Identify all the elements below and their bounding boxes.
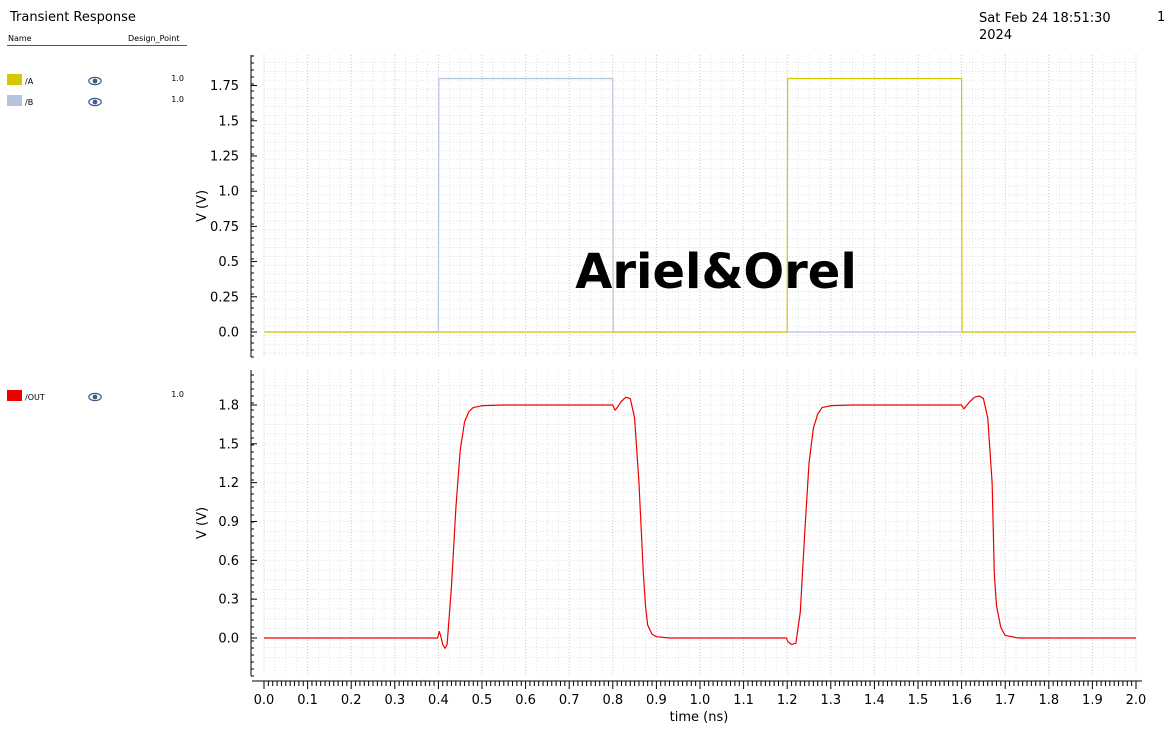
legend-item-b[interactable]: /B 1.0 — [7, 95, 187, 109]
timestamp-line-1: Sat Feb 24 18:51:30 — [979, 11, 1111, 26]
y-tick-label: 0.6 — [218, 554, 239, 569]
legend-header-name: Name — [8, 34, 32, 43]
bottom-subplot[interactable]: 0.0 0.3 0.6 0.9 1.2 1.5 1.8 V (V) — [195, 370, 1137, 677]
timestamp-line-2: 2024 — [979, 28, 1013, 43]
eye-icon[interactable] — [88, 97, 102, 107]
y-tick-label: 0.3 — [218, 593, 239, 608]
series-line-out — [264, 395, 1136, 649]
x-tick-label: 0.3 — [384, 693, 405, 708]
legend-label-a: /A — [25, 77, 34, 86]
y-axis-label: V (V) — [195, 190, 210, 222]
legend-label-out: /OUT — [25, 393, 45, 402]
page-number: 1 — [1157, 10, 1166, 25]
eye-icon[interactable] — [88, 76, 102, 86]
x-tick-label: 1.0 — [690, 693, 711, 708]
x-tick-label: 1.6 — [951, 693, 972, 708]
series-line-a — [264, 77, 1136, 333]
y-tick-label: 1.5 — [218, 114, 239, 129]
x-tick-label: 1.9 — [1082, 693, 1103, 708]
legend-swatch-b — [7, 95, 22, 106]
y-tick-label: 0.0 — [218, 326, 239, 341]
x-tick-label: 0.7 — [559, 693, 580, 708]
y-tick-label: 0.25 — [210, 290, 239, 305]
x-tick-label: 1.7 — [995, 693, 1016, 708]
x-tick-label: 0.0 — [254, 693, 275, 708]
legend-swatch-a — [7, 74, 22, 85]
x-axis: 0.0 0.1 0.2 0.3 0.4 0.5 0.6 0.7 0.8 0.9 1.0 1.1 1.2 1… — [252, 680, 1147, 708]
timestamp: Sat Feb 24 18:51:30 2024 — [979, 10, 1119, 44]
legend-item-a[interactable]: /A 1.0 — [7, 74, 187, 88]
x-tick-label: 0.4 — [428, 693, 449, 708]
x-tick-label: 0.9 — [646, 693, 667, 708]
legend-design-point-a: 1.0 — [171, 74, 184, 83]
x-tick-label: 0.8 — [602, 693, 623, 708]
x-tick-label: 1.2 — [777, 693, 798, 708]
y-tick-label: 1.5 — [218, 437, 239, 452]
x-tick-label: 0.5 — [472, 693, 493, 708]
y-tick-label: 1.75 — [210, 79, 239, 94]
x-tick-label: 2.0 — [1126, 693, 1147, 708]
top-subplot[interactable]: 0.0 0.25 0.5 0.75 1.0 1.25 1.5 1.75 V (V) — [195, 55, 1137, 358]
y-tick-label: 1.25 — [210, 149, 239, 164]
legend-item-out[interactable]: /OUT 1.0 — [7, 390, 187, 404]
x-tick-label: 0.2 — [341, 693, 362, 708]
legend-header-design-point: Design_Point — [128, 34, 180, 43]
y-axis-label: V (V) — [195, 507, 210, 539]
y-tick-label: 0.5 — [218, 255, 239, 270]
y-tick-label: 1.0 — [218, 185, 239, 200]
legend-label-b: /B — [25, 98, 34, 107]
x-axis-label: time (ns) — [670, 710, 729, 725]
x-tick-label: 0.1 — [297, 693, 318, 708]
y-tick-label: 0.75 — [210, 220, 239, 235]
y-tick-label: 0.9 — [218, 515, 239, 530]
x-tick-label: 1.3 — [820, 693, 841, 708]
eye-icon[interactable] — [88, 392, 102, 402]
x-tick-label: 1.4 — [864, 693, 885, 708]
y-tick-label: 0.0 — [218, 632, 239, 647]
legend-header-divider — [7, 45, 187, 46]
legend-swatch-out — [7, 390, 22, 401]
x-tick-label: 1.1 — [733, 693, 754, 708]
y-tick-label: 1.8 — [218, 399, 239, 414]
y-tick-label: 1.2 — [218, 476, 239, 491]
legend-design-point-out: 1.0 — [171, 390, 184, 399]
window-title: Transient Response — [10, 10, 136, 25]
grid — [263, 370, 1137, 676]
x-tick-label: 1.8 — [1038, 693, 1059, 708]
x-tick-label: 0.6 — [515, 693, 536, 708]
y-axis: 0.0 0.25 0.5 0.75 1.0 1.25 1.5 1.75 V (V) — [195, 55, 257, 358]
legend-design-point-b: 1.0 — [171, 95, 184, 104]
x-tick-label: 1.5 — [908, 693, 929, 708]
watermark-text: Ariel&Orel — [575, 244, 857, 300]
grid — [263, 55, 1137, 357]
y-axis: 0.0 0.3 0.6 0.9 1.2 1.5 1.8 V (V) — [195, 370, 257, 677]
